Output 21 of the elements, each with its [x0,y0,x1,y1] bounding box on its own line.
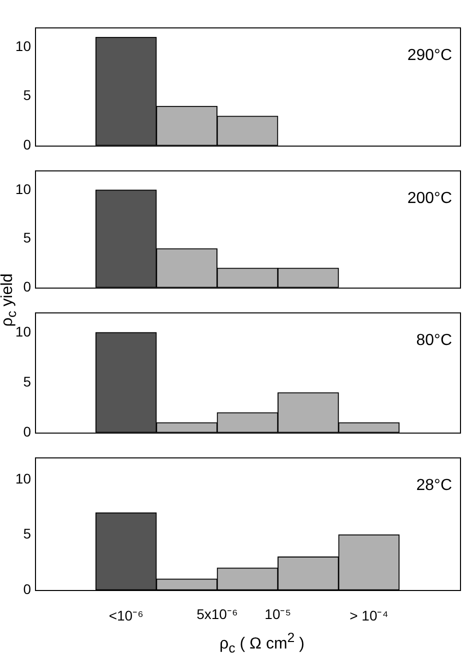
y-tick-label: 5 [23,526,32,542]
x-tick-label: > 10⁻⁴ [350,607,388,624]
text: 200°C [407,190,452,207]
y-tick-label: 10 [15,323,32,340]
text: 10⁻⁵ [264,606,292,622]
y-tick-label: 0 [23,580,32,597]
x-tick-label: <10⁻⁶ [108,607,144,624]
y-tick-label: 10 [15,38,32,54]
y-tick-label: 0 [23,278,32,294]
y-tick-label: 0 [23,136,32,152]
text: 290°C [407,46,452,64]
text: 28°C [416,476,452,494]
y-tick-label: 10 [15,180,32,197]
y-tick-label: 10 [15,470,32,486]
text: 5x10⁻⁶ [196,606,238,622]
y-tick-label: 5 [23,373,32,390]
y-tick-label: 0 [23,423,32,440]
text: 80°C [416,332,452,349]
y-tick-label: 5 [23,230,32,246]
x-axis-title: ρ$_{c}$ ( Ω cm$^{2}$ ) [220,630,304,656]
y-tick-label: 5 [23,87,32,104]
